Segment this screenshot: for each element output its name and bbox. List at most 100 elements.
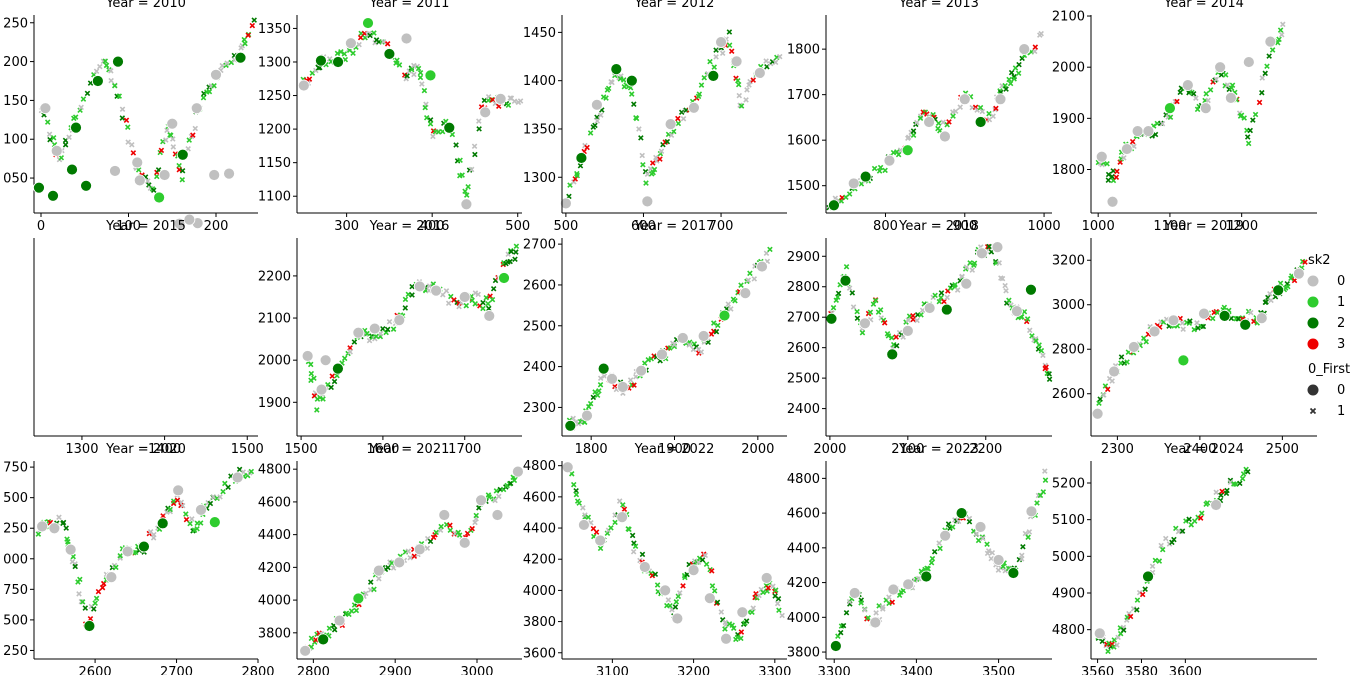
x-marker bbox=[738, 635, 744, 642]
x-marker bbox=[1200, 323, 1207, 330]
x-tick-label: 2600 bbox=[79, 665, 112, 675]
x-marker bbox=[341, 51, 348, 57]
x-marker bbox=[476, 505, 482, 511]
y-tick-label: 1800 bbox=[1052, 163, 1085, 178]
facet-panel-8: 2000 2100 2200 2400 2500 2600 2700 2800 2900 Year… bbox=[787, 219, 1053, 457]
y-tick-label: 500 bbox=[3, 491, 28, 506]
x-marker bbox=[984, 243, 991, 250]
x-marker bbox=[772, 587, 779, 593]
x-marker bbox=[726, 42, 733, 48]
x-marker bbox=[473, 512, 480, 519]
circle-marker bbox=[575, 152, 588, 164]
circle-marker bbox=[638, 561, 651, 573]
x-marker bbox=[849, 290, 856, 296]
facet-title: Year = 2022 bbox=[634, 442, 715, 457]
x-marker bbox=[386, 318, 393, 325]
circle-marker bbox=[561, 461, 574, 474]
x-marker bbox=[119, 115, 126, 121]
circle-marker bbox=[730, 55, 743, 68]
x-marker bbox=[158, 147, 165, 154]
x-marker bbox=[146, 182, 152, 188]
circle-marker bbox=[859, 317, 871, 330]
y-tick-label: 2300 bbox=[523, 401, 556, 416]
x-marker bbox=[603, 95, 609, 101]
x-marker bbox=[183, 511, 189, 517]
x-marker bbox=[130, 150, 137, 156]
y-tick-label: 5100 bbox=[1052, 513, 1085, 528]
x-marker bbox=[672, 604, 679, 610]
x-marker bbox=[650, 169, 656, 176]
x-marker bbox=[145, 178, 151, 184]
x-marker bbox=[633, 115, 640, 122]
circle-marker bbox=[83, 620, 96, 632]
x-marker bbox=[1136, 589, 1143, 596]
x-marker bbox=[402, 305, 409, 311]
x-marker bbox=[160, 513, 166, 519]
x-marker bbox=[82, 605, 89, 611]
x-marker bbox=[893, 334, 899, 340]
facet-title: Year = 2017 bbox=[634, 219, 715, 234]
circle-marker bbox=[1210, 499, 1222, 511]
circle-marker bbox=[923, 302, 936, 314]
x-marker bbox=[471, 143, 478, 150]
x-marker bbox=[1268, 297, 1274, 304]
circle-marker bbox=[438, 509, 451, 521]
circle-marker bbox=[1264, 35, 1277, 48]
x-tick-label: 3200 bbox=[677, 665, 710, 675]
x-marker bbox=[84, 90, 91, 97]
x-marker bbox=[713, 47, 719, 53]
x-marker bbox=[910, 132, 917, 138]
x-marker bbox=[776, 607, 782, 613]
x-tick-label: 2900 bbox=[379, 665, 412, 675]
facet-title: Year = 2010 bbox=[105, 0, 186, 11]
facet-panel-14: 3560 3580 3600 4800 4900 5000 5100 5200 Year = 2… bbox=[1052, 442, 1317, 675]
x-marker bbox=[513, 243, 520, 249]
x-marker bbox=[708, 568, 715, 574]
x-marker bbox=[675, 115, 681, 122]
x-marker bbox=[486, 305, 492, 312]
x-marker bbox=[1026, 327, 1033, 334]
circle-marker bbox=[33, 181, 45, 194]
x-tick-label: 2800 bbox=[241, 665, 274, 675]
x-marker bbox=[1008, 69, 1015, 76]
x-marker bbox=[1264, 63, 1270, 69]
circle-marker bbox=[1148, 325, 1161, 338]
x-marker bbox=[1177, 89, 1184, 96]
circle-marker bbox=[1018, 43, 1031, 56]
x-marker bbox=[1285, 283, 1291, 290]
x-marker bbox=[776, 53, 783, 60]
x-marker bbox=[935, 120, 942, 127]
x-marker bbox=[946, 119, 952, 125]
x-marker bbox=[371, 586, 377, 593]
x-marker bbox=[422, 104, 428, 111]
circle-marker bbox=[479, 106, 492, 119]
x-tick-label: 2400 bbox=[1183, 442, 1216, 457]
y-tick-label: 1450 bbox=[523, 26, 556, 41]
x-marker bbox=[638, 135, 644, 141]
x-marker bbox=[914, 317, 920, 324]
y-tick-label: 000 bbox=[3, 552, 28, 567]
x-marker bbox=[977, 104, 984, 111]
x-marker bbox=[673, 599, 680, 605]
x-marker bbox=[408, 66, 415, 73]
circle-marker bbox=[597, 362, 610, 375]
x-marker bbox=[116, 93, 123, 99]
circle-marker bbox=[1239, 318, 1252, 331]
x-marker bbox=[1247, 127, 1253, 134]
x-marker bbox=[870, 301, 877, 307]
circle-marker bbox=[166, 117, 179, 130]
x-marker bbox=[597, 381, 604, 388]
x-marker bbox=[463, 192, 470, 198]
y-tick-label: 4900 bbox=[1052, 587, 1085, 602]
x-marker bbox=[680, 116, 687, 122]
circle-marker bbox=[656, 348, 668, 361]
circle-marker bbox=[901, 144, 914, 157]
circle-marker bbox=[1025, 283, 1037, 296]
circle-marker bbox=[158, 169, 171, 181]
y-tick-label: 4000 bbox=[523, 584, 556, 599]
legend-circle-marker bbox=[1307, 384, 1319, 396]
y-tick-label: 2700 bbox=[523, 238, 556, 253]
x-marker bbox=[1097, 396, 1103, 402]
circle-marker bbox=[39, 102, 52, 115]
